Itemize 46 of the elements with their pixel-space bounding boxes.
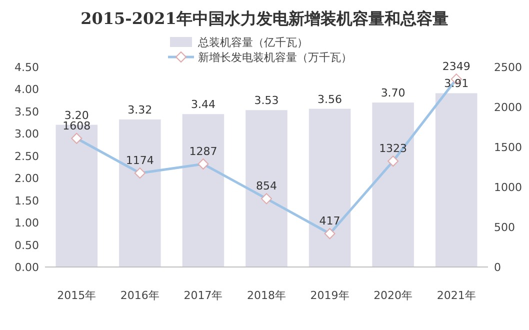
data-label: 3.56 [318, 92, 342, 106]
x-tick-label: 2016年 [120, 289, 160, 302]
y-tick-label: 0.50 [14, 238, 39, 252]
x-tick-label: 2018年 [247, 289, 286, 302]
legend-label: 新增长发电装机容量（万千瓦） [198, 51, 352, 64]
data-label: 1287 [189, 145, 218, 158]
x-tick-label: 2021年 [436, 289, 476, 302]
data-label: 3.70 [380, 86, 406, 100]
y2-tick-label: 2500 [494, 61, 522, 74]
y-tick-label: 0.00 [14, 261, 39, 274]
data-label: 417 [319, 214, 340, 228]
data-label: 2349 [442, 60, 470, 74]
legend-label: 总装机容量（亿千瓦） [197, 36, 308, 49]
y2-tick-label: 1000 [494, 181, 522, 194]
data-label: 854 [256, 180, 277, 193]
x-tick-label: 2019年 [310, 289, 350, 302]
x-tick-label: 2015年 [57, 289, 96, 302]
y2-tick-label: 2000 [494, 101, 522, 114]
bar [246, 110, 288, 267]
data-label: 1323 [379, 142, 408, 156]
x-tick-label: 2017年 [184, 289, 223, 302]
data-label: 1174 [126, 154, 154, 168]
bar [182, 114, 224, 267]
bar [119, 119, 161, 267]
y-tick-label: 2.50 [14, 150, 39, 163]
y-tick-label: 4.50 [14, 61, 39, 74]
y-tick-label: 4.00 [14, 83, 39, 96]
bar [372, 102, 414, 267]
y-tick-label: 2.00 [14, 172, 39, 186]
data-label: 3.20 [64, 108, 89, 122]
data-label: 1608 [62, 119, 91, 132]
y-tick-label: 3.00 [14, 128, 39, 141]
bar [308, 108, 351, 267]
y-tick-label: 1.00 [14, 216, 39, 230]
y2-tick-label: 1500 [494, 141, 522, 154]
x-tick-label: 2020年 [374, 289, 413, 302]
y2-tick-label: 500 [494, 221, 515, 234]
y-tick-label: 3.50 [14, 105, 39, 118]
y-tick-label: 1.50 [14, 194, 39, 208]
chart-title: 2015-2021年中国水力发电新增装机容量和总容量 [80, 9, 448, 28]
data-label: 3.91 [444, 77, 469, 90]
data-label: 3.44 [190, 98, 216, 112]
data-label: 3.32 [128, 103, 152, 116]
bar [435, 93, 478, 267]
y2-tick-label: 0 [494, 261, 501, 274]
data-label: 3.53 [254, 94, 279, 108]
